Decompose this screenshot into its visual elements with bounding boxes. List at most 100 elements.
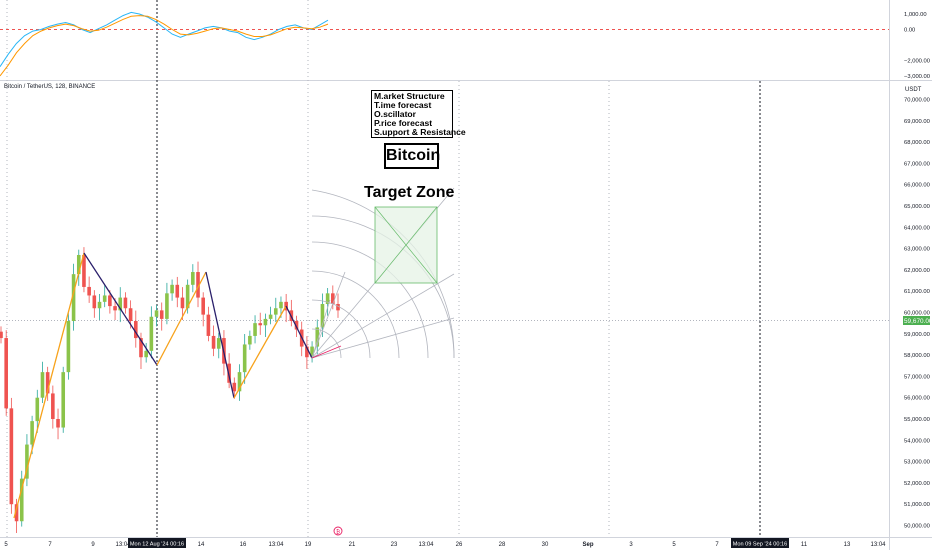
price-axis-tick: 70,000.00 bbox=[904, 98, 930, 104]
price-axis-tick: 60,000.00 bbox=[904, 311, 930, 317]
candle-body bbox=[4, 338, 8, 409]
candle-body bbox=[232, 382, 237, 392]
candle-body bbox=[14, 504, 19, 522]
gann-ray bbox=[311, 271, 346, 359]
price-axis-tick: 68,000.00 bbox=[904, 140, 930, 146]
gann-ray bbox=[311, 345, 342, 359]
price-axis-currency: USDT bbox=[905, 87, 922, 93]
price-axis-tick: 58,000.00 bbox=[904, 353, 930, 359]
time-axis-tick: 7 bbox=[715, 542, 719, 548]
time-axis-tick: 3 bbox=[629, 542, 633, 548]
candle-body bbox=[294, 321, 299, 330]
zigzag-leg-up bbox=[233, 305, 287, 399]
candle-body bbox=[206, 314, 211, 336]
time-axis-tick: 11 bbox=[801, 542, 808, 548]
candle-body bbox=[170, 284, 174, 294]
osc-axis-tick: 0.00 bbox=[904, 28, 915, 34]
symbol-title: Bitcoin / TetherUS, 128, BINANCE bbox=[4, 84, 96, 90]
time-axis-tick: 7 bbox=[48, 542, 52, 548]
zigzag-leg-up bbox=[156, 271, 207, 366]
candle-body bbox=[211, 335, 216, 349]
candle-body bbox=[102, 295, 107, 302]
candle-body bbox=[325, 293, 330, 304]
candle-body bbox=[118, 297, 123, 311]
crosshair-date-tag-bg bbox=[731, 538, 789, 548]
candle-body bbox=[263, 318, 268, 326]
mso-line-support-resistance: S.upport & Resistance bbox=[374, 127, 466, 137]
candle-body bbox=[154, 310, 159, 317]
time-axis-tick: 13 bbox=[844, 542, 851, 548]
zigzag-leg-up bbox=[13, 252, 85, 519]
candle-body bbox=[331, 293, 335, 304]
event-marker[interactable] bbox=[333, 526, 343, 536]
time-axis-tick: 16 bbox=[240, 542, 247, 548]
mso-line-price-forecast: P.rice forecast bbox=[374, 118, 433, 128]
time-axis-tick: 13:04 bbox=[268, 542, 284, 548]
candle-body bbox=[51, 393, 55, 419]
candle-body bbox=[76, 254, 81, 275]
last-price-tag: 59,670.00 bbox=[904, 318, 932, 325]
price-axis-tick: 67,000.00 bbox=[904, 161, 930, 167]
candle-body bbox=[149, 316, 154, 351]
candle-body bbox=[273, 308, 278, 315]
last-price-tag-bg bbox=[903, 316, 930, 325]
gann-ray bbox=[311, 273, 455, 359]
candle-body bbox=[336, 303, 340, 311]
candle-body bbox=[30, 421, 34, 445]
time-axis-tick: 9 bbox=[91, 542, 95, 548]
candle-body bbox=[268, 314, 273, 319]
candle-body bbox=[216, 338, 221, 349]
price-axis-tick: 50,000.00 bbox=[904, 524, 930, 530]
gann-arc bbox=[311, 270, 400, 359]
candle-body bbox=[159, 310, 164, 319]
mso-line-oscillator: O.scillator bbox=[374, 109, 417, 119]
candle-body bbox=[113, 306, 117, 311]
zigzag-leg-down bbox=[83, 252, 158, 366]
target-zone-diagonal bbox=[374, 206, 438, 284]
bitcoin-label-box[interactable]: Bitcoin bbox=[384, 143, 440, 169]
candle-body bbox=[40, 372, 45, 398]
osc-series-line bbox=[0, 11, 329, 67]
price-axis-tick: 59,000.00 bbox=[904, 332, 930, 338]
candle-body bbox=[201, 297, 205, 315]
candle-body bbox=[87, 286, 91, 296]
osc-series-line bbox=[0, 15, 329, 77]
target-zone[interactable] bbox=[374, 206, 438, 284]
mso-legend-box[interactable]: M.arket Structure T.ime forecast O.scill… bbox=[371, 90, 466, 138]
candle-body bbox=[71, 274, 76, 322]
candle-body bbox=[196, 272, 200, 298]
candle-body bbox=[165, 293, 169, 319]
event-marker-icon: ₿ bbox=[336, 529, 340, 536]
candle-body bbox=[253, 323, 257, 336]
candle-body bbox=[180, 297, 185, 309]
price-axis-tick: 57,000.00 bbox=[904, 374, 930, 380]
time-axis-tick: 30 bbox=[542, 542, 549, 548]
price-axis-tick: 66,000.00 bbox=[904, 183, 930, 189]
price-axis-tick: 51,000.00 bbox=[904, 502, 930, 508]
osc-axis-tick: −3,000.00 bbox=[904, 74, 930, 80]
time-axis-tick: 28 bbox=[499, 542, 506, 548]
gann-arc bbox=[311, 299, 371, 359]
candle-body bbox=[237, 372, 242, 392]
gann-arc bbox=[311, 328, 342, 359]
candle-body bbox=[310, 346, 314, 358]
candle-body bbox=[128, 308, 133, 322]
candle-body bbox=[97, 301, 102, 309]
osc-axis-tick: −2,000.00 bbox=[904, 59, 930, 65]
candle-body bbox=[258, 323, 263, 326]
candle-body bbox=[9, 408, 14, 505]
time-axis-tick: 21 bbox=[349, 542, 356, 548]
time-axis-tick: 13:04 bbox=[418, 542, 434, 548]
candle-body bbox=[108, 295, 112, 307]
time-axis-tick: 23 bbox=[391, 542, 398, 548]
mso-line-market-structure: M.arket Structure bbox=[374, 91, 445, 101]
time-axis-tick: 5 bbox=[4, 542, 8, 548]
candle-body bbox=[56, 419, 60, 428]
candle-body bbox=[61, 372, 66, 428]
candle-body bbox=[35, 397, 40, 422]
target-zone-label[interactable]: Target Zone bbox=[364, 184, 455, 201]
candle-body bbox=[248, 335, 252, 345]
time-axis-tick: Sep bbox=[582, 542, 593, 548]
